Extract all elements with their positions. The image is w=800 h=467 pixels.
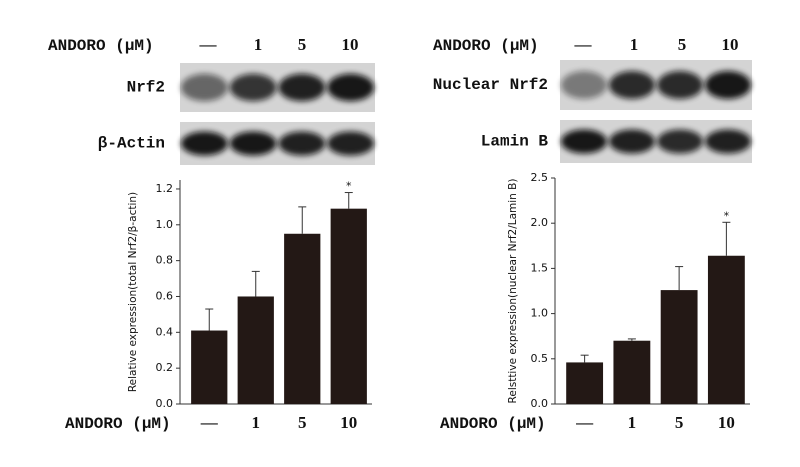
x-axis-label: ANDORO (μM) xyxy=(440,415,546,433)
x-tick-label: 10 xyxy=(340,413,357,432)
blot-band xyxy=(278,73,326,102)
blot-band xyxy=(327,73,375,102)
y-tick-label: 2.0 xyxy=(531,216,549,229)
blot-band xyxy=(180,73,228,102)
x-tick-label: 5 xyxy=(675,413,684,432)
blot-band xyxy=(560,129,608,154)
x-tick-label: 5 xyxy=(298,413,307,432)
header-category: — xyxy=(199,35,218,54)
y-axis-label: Relsttive expression(nuclear Nrf2/Lamin … xyxy=(507,179,519,404)
header-label: ANDORO (μM) xyxy=(48,37,154,55)
y-tick-label: 1.0 xyxy=(156,218,174,231)
blot-label: Nuclear Nrf2 xyxy=(433,76,548,94)
blot-band xyxy=(608,129,656,154)
blot-band xyxy=(704,129,752,154)
header-category: 5 xyxy=(678,35,687,54)
y-axis-label: Relative expression(total Nrf2/β-actin) xyxy=(127,192,139,392)
significance-mark: * xyxy=(346,180,352,193)
blot-band xyxy=(704,71,752,99)
y-tick-label: 0.0 xyxy=(156,397,174,410)
y-tick-label: 1.2 xyxy=(156,182,174,195)
blot-band xyxy=(656,71,704,99)
blot-band xyxy=(229,131,277,156)
blot-band xyxy=(229,73,277,102)
x-tick-label: — xyxy=(575,413,594,432)
significance-mark: * xyxy=(724,209,730,222)
y-tick-label: 1.0 xyxy=(531,307,549,320)
x-tick-label: — xyxy=(200,413,219,432)
header-category: 5 xyxy=(298,35,307,54)
bar xyxy=(660,290,698,404)
blot-band xyxy=(327,131,375,156)
x-axis-label: ANDORO (μM) xyxy=(65,415,171,433)
blot-band xyxy=(180,131,228,156)
blot-band xyxy=(608,71,656,99)
header-category: 10 xyxy=(722,35,739,54)
header-category: 10 xyxy=(342,35,359,54)
blot-band xyxy=(560,71,608,99)
header-category: — xyxy=(574,35,593,54)
y-tick-label: 0.4 xyxy=(156,325,174,338)
bar xyxy=(707,255,745,404)
y-tick-label: 0.5 xyxy=(531,352,549,365)
bar xyxy=(613,340,651,404)
blot-label: β-Actin xyxy=(98,135,165,153)
bar xyxy=(284,233,321,404)
y-tick-label: 0.8 xyxy=(156,254,174,267)
bar xyxy=(330,208,367,404)
header-category: 1 xyxy=(630,35,639,54)
y-tick-label: 0.0 xyxy=(531,397,549,410)
blot-label: Nrf2 xyxy=(127,79,165,97)
y-tick-label: 1.5 xyxy=(531,261,549,274)
x-tick-label: 1 xyxy=(252,413,261,432)
header-label: ANDORO (μM) xyxy=(433,37,539,55)
y-tick-label: 2.5 xyxy=(531,171,549,184)
header-category: 1 xyxy=(254,35,263,54)
x-tick-label: 10 xyxy=(718,413,735,432)
bar xyxy=(237,296,274,404)
bar xyxy=(191,330,228,404)
y-tick-label: 0.6 xyxy=(156,289,174,302)
blot-band xyxy=(656,129,704,154)
blot-label: Lamin B xyxy=(481,133,549,151)
x-tick-label: 1 xyxy=(628,413,637,432)
blot-band xyxy=(278,131,326,156)
y-tick-label: 0.2 xyxy=(156,361,174,374)
bar xyxy=(566,362,604,404)
